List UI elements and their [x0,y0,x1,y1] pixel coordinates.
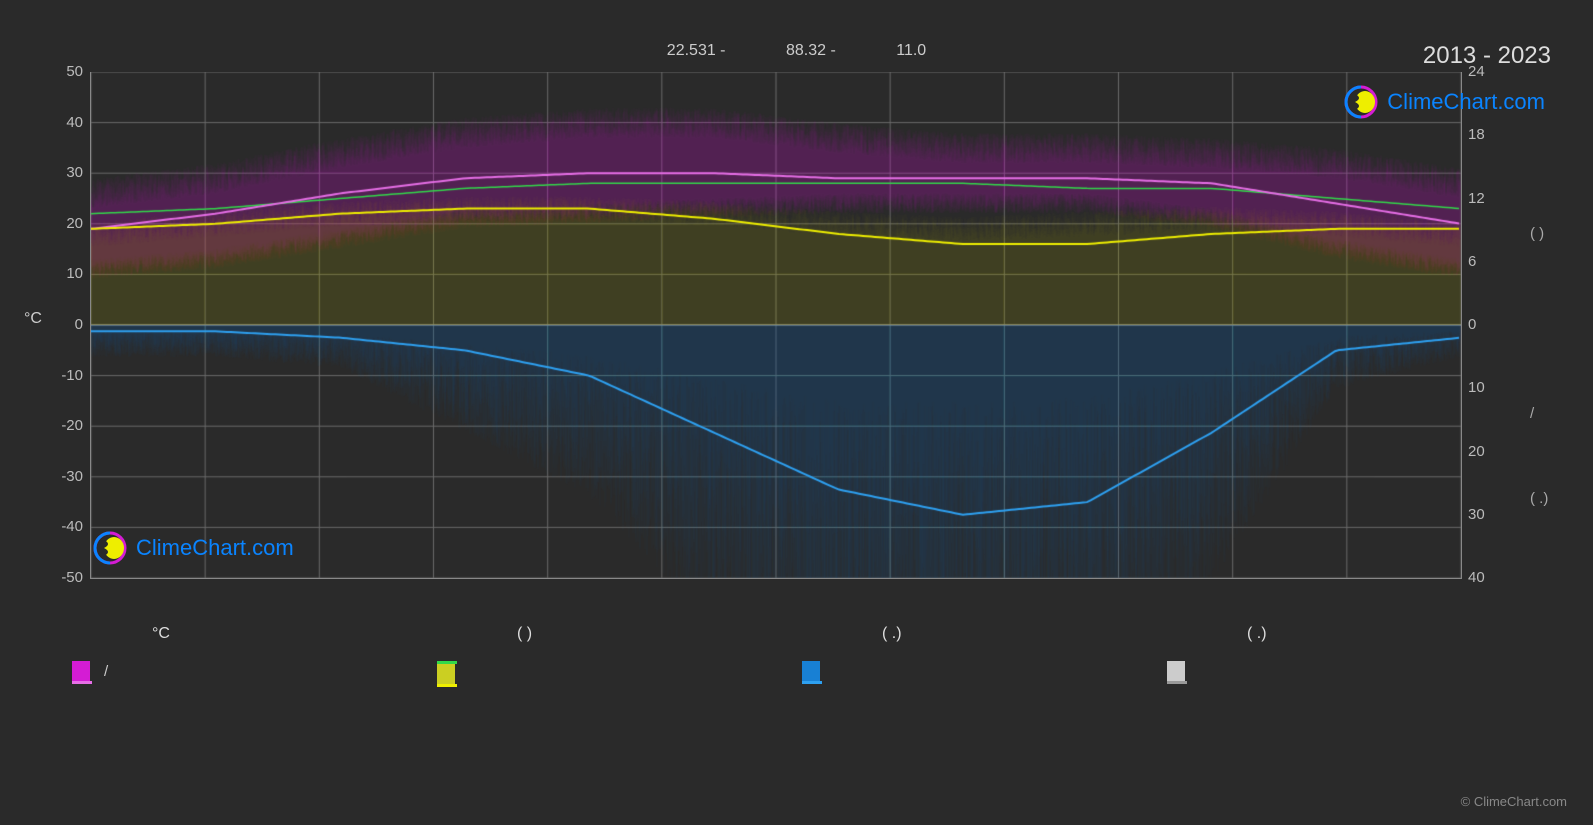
y-right-tick: 30 [1468,506,1508,523]
y-right-tick: 18 [1468,126,1508,143]
legend-swatch [437,664,455,684]
y-right-tick: 40 [1468,569,1508,586]
brand-logo-icon [1343,84,1379,120]
chart-plot-area [90,72,1462,579]
y-axis-left-label: °C [24,310,42,328]
y-left-tick: -20 [43,417,83,434]
latitude-value: 22.531 - [667,42,726,59]
y-left-tick: -10 [43,367,83,384]
brand-name: ClimeChart.com [1387,89,1545,115]
y-right-tick: 6 [1468,253,1508,270]
legend-item [1167,661,1532,681]
legend-col-3: ( .) [802,625,1167,687]
altitude-value: 11.0 [896,42,926,59]
legend-swatch [802,681,822,684]
y-left-tick: -30 [43,468,83,485]
y-right-tick: 12 [1468,190,1508,207]
y-right-tick: 24 [1468,63,1508,80]
y-left-tick: -50 [43,569,83,586]
right-axis-lower-label: ( .) [1530,490,1548,507]
y-left-tick: -40 [43,518,83,535]
legend-swatch [72,661,90,681]
legend-col-1: °C / [72,625,437,687]
y-right-tick: 20 [1468,443,1508,460]
legend-swatch [802,661,820,681]
legend-swatch [1167,661,1185,681]
y-right-tick: 0 [1468,316,1508,333]
header-coordinates: 22.531 - 88.32 - 11.0 [0,42,1593,60]
legend-item [72,681,437,684]
legend-col-3-header: ( .) [802,625,1167,643]
brand-name: ClimeChart.com [136,535,294,561]
legend-item: / [72,661,437,681]
chart-canvas [91,72,1461,578]
y-left-tick: 20 [43,215,83,232]
longitude-value: 88.32 - [786,42,836,59]
brand-logo-icon [92,530,128,566]
legend-col-4-header: ( .) [1167,625,1532,643]
legend-col-4: ( .) [1167,625,1532,687]
right-axis-upper-label: ( ) [1530,225,1544,242]
legend-col-2: ( ) [437,625,802,687]
legend-swatch [437,684,457,687]
legend-item [1167,681,1532,684]
y-left-tick: 50 [43,63,83,80]
legend-swatch [1167,681,1187,684]
climate-chart-container: 22.531 - 88.32 - 11.0 2013 - 2023 °C 504… [0,0,1593,825]
legend-swatch [72,681,92,684]
legend-col-2-header: ( ) [437,625,802,643]
legend-item [437,664,802,684]
legend: °C / ( ) ( .) ( .) [72,625,1532,687]
legend-col-1-header: °C [72,625,437,643]
legend-item [802,681,1167,684]
brand-logo-top: ClimeChart.com [1343,84,1545,120]
legend-item [802,661,1167,681]
copyright-text: © ClimeChart.com [1461,794,1567,809]
y-left-tick: 40 [43,114,83,131]
y-right-tick: 10 [1468,379,1508,396]
legend-label: / [104,663,108,680]
y-left-tick: 0 [43,316,83,333]
right-axis-lower-slash: / [1530,405,1534,422]
brand-logo-bottom: ClimeChart.com [92,530,294,566]
legend-item [437,684,802,687]
y-left-tick: 10 [43,265,83,282]
y-left-tick: 30 [43,164,83,181]
